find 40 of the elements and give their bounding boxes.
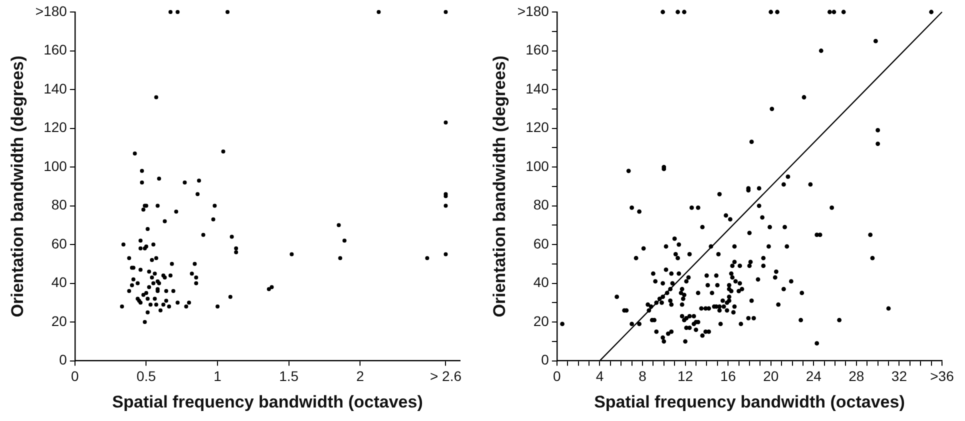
x-tick-label: 0.5 bbox=[136, 368, 156, 384]
x-tick-label: 32 bbox=[891, 368, 908, 384]
x-tick-label: 20 bbox=[763, 368, 779, 384]
x-tick-label: 4 bbox=[596, 368, 604, 384]
y-tick-label: 60 bbox=[533, 235, 550, 252]
y-tick-label: 60 bbox=[51, 235, 68, 252]
x-tick-label: 28 bbox=[848, 368, 864, 384]
y-tick-label: 0 bbox=[541, 352, 550, 368]
y-tick-label: 140 bbox=[44, 80, 68, 96]
x-tick-label: 12 bbox=[678, 368, 694, 384]
x-axis-title: Spatial frequency bandwidth (octaves) bbox=[594, 392, 905, 412]
y-axis-title: Orientation bandwidth (degrees) bbox=[490, 56, 509, 318]
y-tick-label: 80 bbox=[533, 196, 550, 213]
y-tick-label: 100 bbox=[526, 158, 550, 174]
x-tick-label: 0 bbox=[71, 368, 80, 384]
x-tick-label: 0 bbox=[553, 368, 562, 384]
y-tick-label: >180 bbox=[517, 2, 550, 19]
y-tick-label: 40 bbox=[533, 274, 550, 290]
x-tick-label: 1.5 bbox=[279, 368, 299, 384]
x-tick-label: 1 bbox=[214, 368, 222, 384]
x-tick-label: 2 bbox=[356, 368, 364, 384]
x-tick-label: >36 bbox=[930, 368, 954, 384]
x-tick-label: 16 bbox=[720, 368, 736, 384]
x-tick-label: > 2.6 bbox=[430, 368, 462, 384]
y-tick-label: 160 bbox=[526, 42, 550, 58]
y-tick-label: 20 bbox=[533, 312, 550, 329]
x-tick-label: 8 bbox=[638, 368, 647, 384]
y-tick-label: 0 bbox=[59, 352, 68, 368]
y-tick-label: >180 bbox=[35, 2, 68, 19]
y-tick-label: 20 bbox=[51, 312, 68, 329]
y-tick-label: 40 bbox=[51, 274, 68, 290]
y-tick-label: 120 bbox=[44, 119, 68, 136]
y-axis-title: Orientation bandwidth (degrees) bbox=[8, 56, 27, 318]
y-tick-label: 80 bbox=[51, 196, 68, 213]
x-axis-title: Spatial frequency bandwidth (octaves) bbox=[112, 392, 423, 412]
y-tick-label: 100 bbox=[44, 158, 68, 174]
y-tick-label: 140 bbox=[526, 80, 550, 96]
x-tick-label: 24 bbox=[806, 368, 822, 384]
y-tick-label: 160 bbox=[44, 42, 68, 58]
y-tick-label: 120 bbox=[526, 119, 550, 136]
